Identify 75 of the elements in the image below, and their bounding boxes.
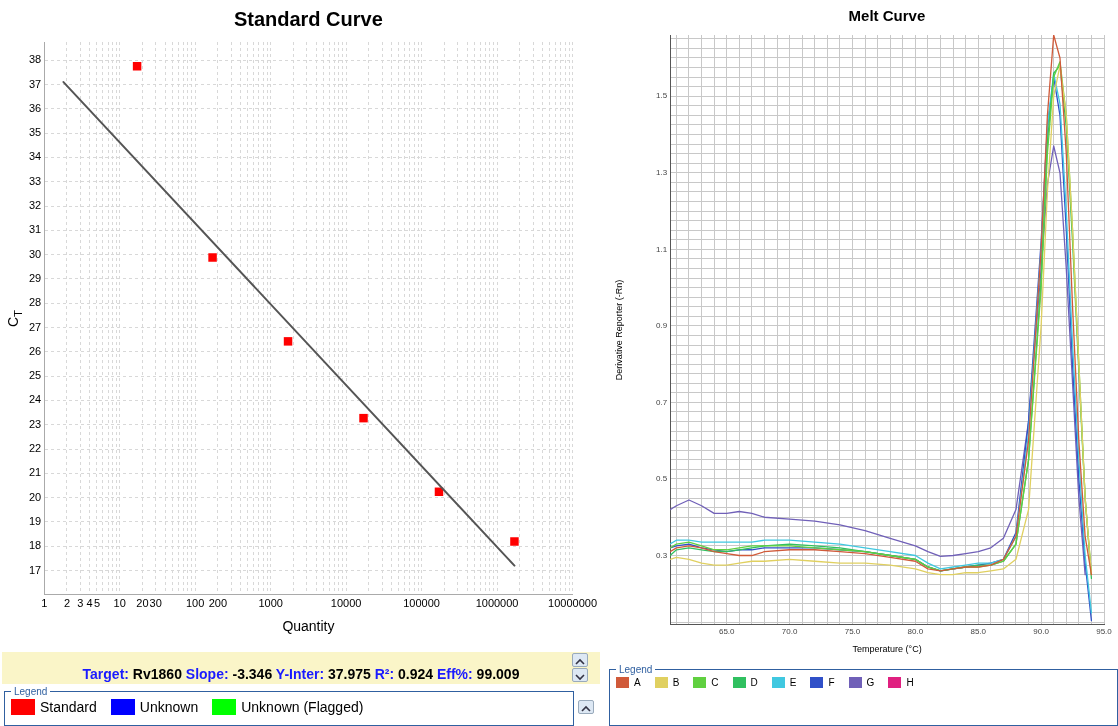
x-tick-label: 30 [149,597,162,610]
x-tick-label: 100000 [403,597,440,610]
y-tick-label: 26 [28,344,42,357]
x-tick-label: 75.0 [844,627,861,637]
legend-label: Unknown [139,699,199,715]
x-tick-label: 5 [93,597,101,610]
legend-label: C [711,677,719,688]
y-tick-label: 18 [28,539,42,552]
x-tick-label: 1000000 [475,597,519,610]
x-tick-label: 80.0 [907,627,924,637]
y-tick-label: 0.5 [656,474,668,484]
x-tick-label: 1 [41,597,48,610]
x-tick-label: 90.0 [1033,627,1050,637]
y-tick-label: 17 [28,563,42,576]
y-tick-label: 28 [28,296,42,309]
y-tick-label: 30 [28,247,42,260]
x-tick-label: 70.0 [781,627,798,637]
x-tick-label: 65.0 [718,627,736,637]
y-tick-label: 29 [28,271,42,284]
x-tick-label: 4 [86,597,93,610]
x-tick-label: 1000 [258,597,283,610]
legend-label: B [672,677,680,688]
y-tick-label: 0.7 [656,397,668,407]
y-tick-label: 19 [28,514,42,527]
x-tick-label: 2 [63,597,71,610]
point [132,62,142,71]
y-tick-label: 24 [28,393,42,406]
point [208,253,217,262]
y-tick-label: 23 [28,417,42,430]
y-tick-label: 1.1 [656,244,668,254]
y-tick-label: 31 [28,223,42,236]
y-tick-label: 33 [28,174,42,187]
y-tick-label: 27 [28,320,42,333]
y-tick-label: 0.9 [656,321,668,331]
y-axis-title: Derivative Reporter (-Rn) [613,279,624,380]
x-tick-label: 3 [77,597,84,610]
x-axis-title: Quantity [282,617,335,634]
x-tick-label: 10000 [330,597,362,610]
x-tick-label: 10000000 [548,597,598,610]
y-tick-label: 37 [28,77,42,90]
y-tick-label: 1.3 [656,167,668,177]
point [510,537,519,546]
legend-label: Unknown (Flagged) [241,699,364,715]
chart-title: Melt Curve [848,7,926,24]
y-tick-label: 20 [28,490,42,503]
y-tick-label: 21 [28,466,42,479]
point [359,413,368,423]
x-tick-label: 100 [186,597,205,610]
y-tick-label: 38 [28,53,42,66]
x-tick-label: 85.0 [970,627,987,637]
y-tick-label: 35 [28,126,42,139]
text: Target: Rv1860 Slope: -3.346 Y-Inter: 37.975 R²: 0.924 Eff%: 99.009 [82,666,520,682]
legend-label: A [634,677,641,688]
y-tick-label: 36 [28,101,42,114]
x-tick-label: 95.0 [1096,627,1113,637]
x-tick-label: 200 [208,597,228,610]
legend-title: Legend [618,664,654,675]
x-tick-label: 20 [136,597,149,610]
x-tick-label: 10 [113,597,126,610]
chart-title: Standard Curve [233,7,383,31]
point [283,337,293,346]
x-axis-title: Temperature (°C) [852,644,922,655]
y-tick-label: 22 [28,442,42,455]
y-tick-label: 1.5 [656,91,668,101]
legend-label: F [828,677,835,688]
y-tick-label: 34 [28,150,42,163]
legend-label: H [906,677,914,688]
legend-label: D [750,677,758,688]
y-tick-label: 25 [28,369,42,382]
legend-label: G [866,677,875,688]
legend-label: E [789,677,797,688]
y-tick-label: 0.3 [656,550,668,560]
legend-label: Standard [40,699,97,715]
y-tick-label: 32 [28,199,42,212]
legend-title: Legend [13,686,49,697]
